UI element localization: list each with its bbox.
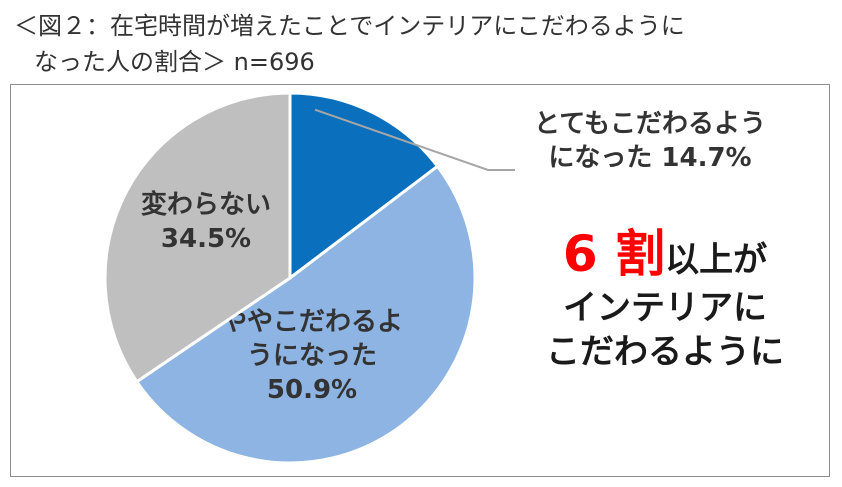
highlight-callout: 6 割以上が インテリアに こだわるように: [520, 228, 810, 374]
leader-line: [314, 108, 515, 171]
callout-line-1: 以上が: [665, 240, 768, 280]
slice-2-label-line-2: うになった: [247, 341, 377, 371]
pie-slice-2: [134, 164, 477, 465]
title-line-2: なった人の割合＞ n=696: [34, 48, 315, 76]
callout-line-2: インテリアに: [563, 288, 767, 328]
callout-line-3: こだわるように: [546, 332, 784, 372]
slice-2-label-line-1: ややこだわるよ: [221, 307, 403, 337]
slice-1-label-line-2: になった 14.7%: [548, 143, 751, 173]
slice-2-label-line-3: 50.9%: [267, 375, 357, 405]
callout-big-text: 6 割: [562, 225, 666, 283]
slice-3-label-line-1: 変わらない: [141, 189, 271, 220]
slice-3-label-line-2: 34.5%: [161, 224, 251, 254]
pie-slice-3: [103, 91, 292, 384]
title-line-1: ＜図２：在宅時間が増えたことでインテリアにこだわるように: [14, 12, 685, 40]
chart-frame: [10, 84, 830, 477]
chart-title: ＜図２：在宅時間が増えたことでインテリアにこだわるように なった人の割合＞ n=…: [14, 8, 685, 80]
slice-1-label-line-1: とてもこだわるよう: [534, 109, 766, 139]
